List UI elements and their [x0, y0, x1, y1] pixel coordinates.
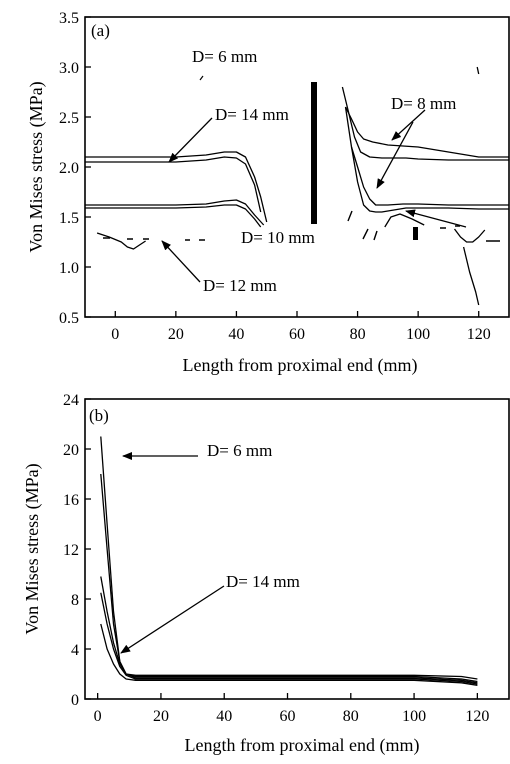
- panel-b-x-tick-label: 100: [402, 708, 426, 725]
- panel-a-x-tick-label: 120: [467, 326, 491, 343]
- panel-b-series-line-0: [100, 436, 478, 680]
- panel-a-series-line-1: [85, 151, 268, 223]
- panel-b-x-tick-label: 40: [216, 708, 232, 725]
- panel-b-series-line-1: [100, 473, 478, 683]
- panel-b-y-tick-label: 20: [63, 442, 79, 459]
- annotation-arrow-d12: [161, 240, 201, 283]
- panel-b-y-tick-label: 4: [71, 642, 79, 659]
- annotation-d6: D= 6 mm: [192, 47, 257, 66]
- panel-a-y-tick-label: 0.5: [59, 310, 79, 327]
- panel-a-label: (a): [91, 21, 110, 40]
- panel-a-x-tick-label: 60: [289, 326, 305, 343]
- panel-a-y-tick-label: 1.0: [59, 260, 79, 277]
- panel-a-y-tick-label: 1.5: [59, 210, 79, 227]
- panel-b-y-tick-label: 8: [71, 592, 79, 609]
- panel-b-x-tick-label: 120: [465, 708, 489, 725]
- panel-b-y-tick-label: 12: [63, 542, 79, 559]
- dash-fragment: [103, 237, 205, 241]
- panel-b-y-tick-label: 16: [63, 492, 79, 509]
- annotation-d10: D= 10 mm: [241, 228, 315, 247]
- annotation-d12: D= 12 mm: [203, 276, 277, 295]
- tick-fragment-top: [199, 75, 204, 81]
- panel-b-series-line-4: [100, 623, 478, 686]
- panel-b-y-tick-label: 24: [63, 392, 79, 409]
- panel-b-y-ticks: 0 4 8 12 16 20 24: [63, 392, 91, 709]
- panel-b-label: (b): [89, 406, 109, 425]
- panel-b-y-axis-title: Von Mises stress (MPa): [22, 463, 43, 634]
- panel-a-x-axis-title: Length from proximal end (mm): [183, 355, 418, 376]
- panel-a-series-line-0: [476, 66, 480, 75]
- panel-b-series-line-2: [100, 576, 478, 684]
- panel-a-y-tick-label: 2.0: [59, 160, 79, 177]
- panel-b-frame: [84, 398, 510, 700]
- panel-a-series-line-5: [344, 106, 509, 158]
- panel-a-x-tick-label: 40: [228, 326, 244, 343]
- panel-a-x-tick-label: 100: [406, 326, 430, 343]
- panel-a-x-tick-label: 20: [168, 326, 184, 343]
- panel-b-series: [100, 436, 478, 686]
- panel-b-x-tick-label: 60: [280, 708, 296, 725]
- panel-a-x-tick-label: 0: [111, 326, 119, 343]
- panel-a-frame: [84, 16, 510, 318]
- panel-a-series-line-3: [85, 199, 265, 226]
- panel-a-series-line-9: [384, 213, 425, 228]
- annotation-arrow-d10: [405, 209, 467, 228]
- panel-a-y-tick-label: 3.0: [59, 60, 79, 77]
- panel-a-x-ticks: 0 20 40 60 80 100 120: [111, 311, 491, 343]
- panel-b: 0 20 40 60 80 100 120 0 4 8 12 16 20 24 (b) Length f…: [22, 392, 510, 756]
- panel-a-series-line-6: [341, 86, 509, 161]
- panel-b-x-ticks: 0 20 40 60 80 100 120: [94, 693, 489, 725]
- panel-a-y-axis-title: Von Mises stress (MPa): [26, 81, 47, 252]
- panel-a-series-line-8: [344, 106, 509, 213]
- annotation-arrow-b-d14: [120, 585, 225, 654]
- panel-a-decorations: [103, 75, 500, 242]
- panel-b-x-axis-title: Length from proximal end (mm): [185, 735, 420, 756]
- panel-a-series-line-12: [462, 246, 480, 306]
- panel-a-series-line-2: [85, 156, 262, 213]
- annotation-b-d6: D= 6 mm: [207, 441, 272, 460]
- annotation-d8: D= 8 mm: [391, 94, 456, 113]
- panel-a-y-tick-label: 2.5: [59, 110, 79, 127]
- panel-a-series-line-4: [85, 204, 262, 228]
- panel-b-x-tick-label: 20: [153, 708, 169, 725]
- annotation-d14: D= 14 mm: [215, 105, 289, 124]
- panel-b-series-line-3: [100, 592, 478, 685]
- panel-a: 0 20 40 60 80 100 120 0.5 1.0 1.5 2.0 2.5 3.0 3.5 (a…: [26, 10, 510, 376]
- annotation-arrow-d14: [168, 117, 213, 163]
- annotation-arrow-d8-upper: [391, 109, 426, 141]
- panel-a-y-tick-label: 3.5: [59, 10, 79, 27]
- small-marker-block: [413, 227, 418, 240]
- annotation-arrow-d8-lower: [376, 121, 414, 189]
- panel-a-x-tick-label: 80: [350, 326, 366, 343]
- panel-a-series-line-10: [96, 232, 146, 250]
- panel-a-series-line-7: [350, 146, 509, 206]
- panel-b-x-tick-label: 0: [94, 708, 102, 725]
- dash-fragment-right: [347, 210, 500, 242]
- annotation-b-d14: D= 14 mm: [226, 572, 300, 591]
- panel-a-y-ticks: 0.5 1.0 1.5 2.0 2.5 3.0 3.5: [59, 10, 91, 327]
- panel-b-y-tick-label: 0: [71, 692, 79, 709]
- panel-a-series-line-11: [453, 228, 486, 243]
- panel-a-series: [85, 66, 509, 306]
- panel-b-x-tick-label: 80: [343, 708, 359, 725]
